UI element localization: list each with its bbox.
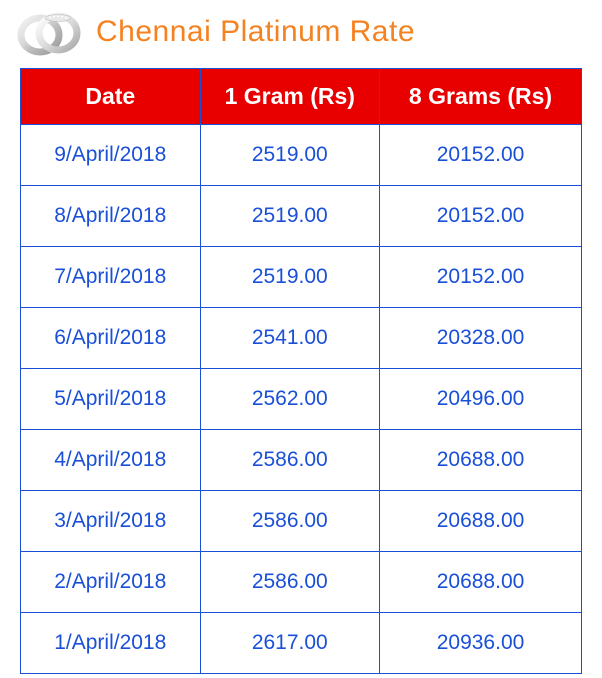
header: Chennai Platinum Rate — [0, 0, 602, 68]
table-row: 6/April/20182541.0020328.00 — [21, 308, 582, 369]
page-title: Chennai Platinum Rate — [96, 15, 415, 49]
cell-8grams: 20496.00 — [380, 369, 582, 430]
cell-date: 9/April/2018 — [21, 125, 201, 186]
cell-date: 1/April/2018 — [21, 613, 201, 674]
cell-8grams: 20688.00 — [380, 552, 582, 613]
cell-8grams: 20152.00 — [380, 247, 582, 308]
rings-icon — [16, 8, 82, 56]
cell-date: 4/April/2018 — [21, 430, 201, 491]
cell-8grams: 20152.00 — [380, 186, 582, 247]
cell-1gram: 2586.00 — [200, 552, 380, 613]
cell-8grams: 20152.00 — [380, 125, 582, 186]
col-header-date: Date — [21, 69, 201, 125]
table-row: 1/April/20182617.0020936.00 — [21, 613, 582, 674]
rate-table: Date 1 Gram (Rs) 8 Grams (Rs) 9/April/20… — [20, 68, 582, 674]
table-row: 4/April/20182586.0020688.00 — [21, 430, 582, 491]
cell-1gram: 2617.00 — [200, 613, 380, 674]
cell-1gram: 2586.00 — [200, 491, 380, 552]
cell-1gram: 2541.00 — [200, 308, 380, 369]
table-header-row: Date 1 Gram (Rs) 8 Grams (Rs) — [21, 69, 582, 125]
cell-8grams: 20688.00 — [380, 491, 582, 552]
cell-1gram: 2586.00 — [200, 430, 380, 491]
cell-1gram: 2519.00 — [200, 125, 380, 186]
cell-8grams: 20936.00 — [380, 613, 582, 674]
cell-1gram: 2519.00 — [200, 247, 380, 308]
col-header-1gram: 1 Gram (Rs) — [200, 69, 380, 125]
cell-date: 7/April/2018 — [21, 247, 201, 308]
table-row: 8/April/20182519.0020152.00 — [21, 186, 582, 247]
table-row: 3/April/20182586.0020688.00 — [21, 491, 582, 552]
cell-date: 6/April/2018 — [21, 308, 201, 369]
cell-date: 2/April/2018 — [21, 552, 201, 613]
col-header-8grams: 8 Grams (Rs) — [380, 69, 582, 125]
cell-date: 8/April/2018 — [21, 186, 201, 247]
table-row: 7/April/20182519.0020152.00 — [21, 247, 582, 308]
cell-date: 5/April/2018 — [21, 369, 201, 430]
table-row: 9/April/20182519.0020152.00 — [21, 125, 582, 186]
table-row: 5/April/20182562.0020496.00 — [21, 369, 582, 430]
table-row: 2/April/20182586.0020688.00 — [21, 552, 582, 613]
cell-1gram: 2562.00 — [200, 369, 380, 430]
cell-date: 3/April/2018 — [21, 491, 201, 552]
cell-8grams: 20328.00 — [380, 308, 582, 369]
cell-8grams: 20688.00 — [380, 430, 582, 491]
cell-1gram: 2519.00 — [200, 186, 380, 247]
table-body: 9/April/20182519.0020152.008/April/20182… — [21, 125, 582, 674]
